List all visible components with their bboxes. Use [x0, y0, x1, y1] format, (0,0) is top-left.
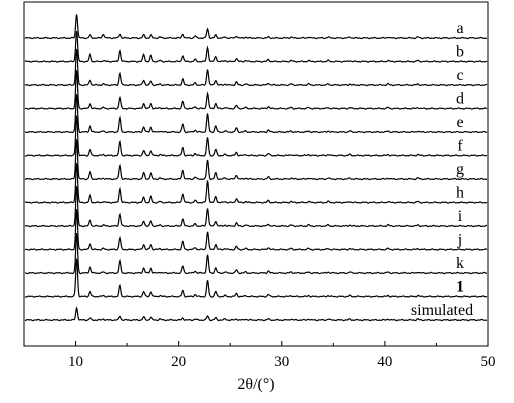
curve-label-h: h [456, 185, 464, 202]
curve-label-1: 1 [456, 279, 464, 296]
curve-label-d: d [456, 91, 464, 108]
curve-label-e: e [456, 114, 463, 131]
trace-h [24, 163, 488, 204]
trace-j [24, 209, 488, 251]
x-tick-label: 30 [274, 354, 289, 370]
trace-e [24, 94, 488, 134]
trace-c [24, 48, 488, 87]
curve-label-i: i [458, 208, 463, 225]
trace-1 [24, 258, 488, 298]
curve-label-b: b [456, 44, 464, 61]
x-tick-label: 10 [68, 354, 83, 370]
trace-a [24, 14, 488, 40]
trace-i [24, 186, 488, 228]
trace-d [24, 70, 488, 110]
curve-label-simulated: simulated [411, 302, 473, 319]
trace-g [24, 139, 488, 181]
x-tick-label: 40 [377, 354, 392, 370]
curve-label-j: j [457, 232, 462, 249]
trace-f [24, 115, 488, 157]
x-axis-title: 2θ/(°) [237, 376, 274, 393]
curve-label-c: c [456, 67, 463, 84]
curve-label-a: a [456, 20, 463, 37]
x-tick-label: 20 [171, 354, 186, 370]
trace-simulated [24, 306, 488, 322]
trace-k [24, 232, 488, 275]
trace-b [24, 30, 488, 63]
pattern-traces [24, 14, 488, 322]
x-tick-label: 50 [481, 354, 496, 370]
curve-label-g: g [456, 161, 464, 178]
curve-label-f: f [457, 138, 463, 155]
curve-label-k: k [456, 255, 464, 272]
plot-frame [23, 1, 489, 347]
x-axis-ticks: 10 20 30 40 50 [68, 341, 496, 370]
